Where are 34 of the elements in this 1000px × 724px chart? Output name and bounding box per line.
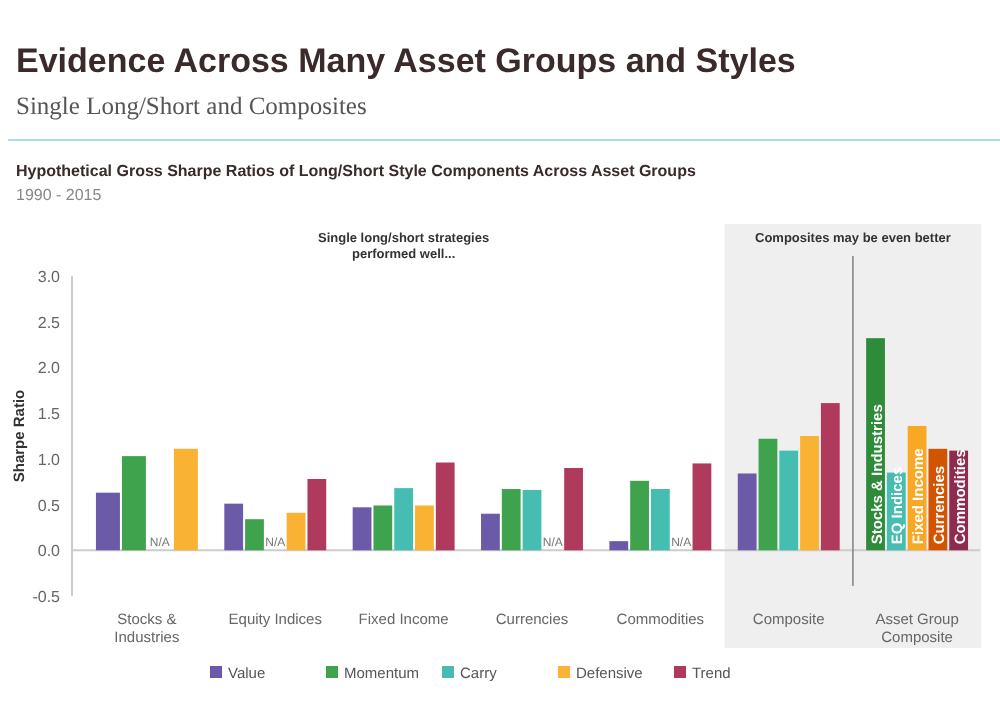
bar [501, 489, 521, 551]
bar [352, 507, 372, 551]
bar [394, 488, 414, 551]
bar [373, 505, 393, 551]
y-tick-label: 2.5 [37, 313, 62, 332]
bar [650, 489, 670, 551]
y-tick-label: -0.5 [32, 588, 62, 606]
bar [609, 541, 629, 551]
bar [224, 503, 244, 551]
y-tick-label: 0.5 [37, 496, 62, 515]
chart-subtitle: Single Long/Short and Composites [16, 92, 367, 120]
bar [800, 436, 819, 551]
bar [564, 468, 583, 551]
bar [737, 473, 757, 551]
bar [820, 403, 840, 551]
bar [307, 478, 327, 551]
bar [522, 489, 542, 551]
y-tick-label: 0.0 [37, 542, 62, 561]
bar [758, 438, 778, 551]
text: 1990 - 2015 [16, 186, 103, 204]
chart-title: Evidence Across Many Asset Groups and Styles [16, 42, 796, 80]
text: Hypothetical Gross Sharpe Ratios of Long/Short Style Components Across Asset Groups [16, 162, 697, 180]
bar [286, 512, 306, 551]
y-tick-label: 3.0 [37, 268, 62, 286]
bar [245, 519, 264, 551]
bar [481, 513, 500, 551]
y-tick-label: 1.5 [37, 405, 62, 424]
bar [630, 480, 649, 551]
y-tick-label: 2.0 [37, 359, 62, 378]
y-tick-label: 1.0 [37, 450, 62, 469]
bar [779, 450, 799, 551]
bar [415, 505, 434, 551]
bar [692, 463, 712, 551]
bar [435, 462, 455, 551]
